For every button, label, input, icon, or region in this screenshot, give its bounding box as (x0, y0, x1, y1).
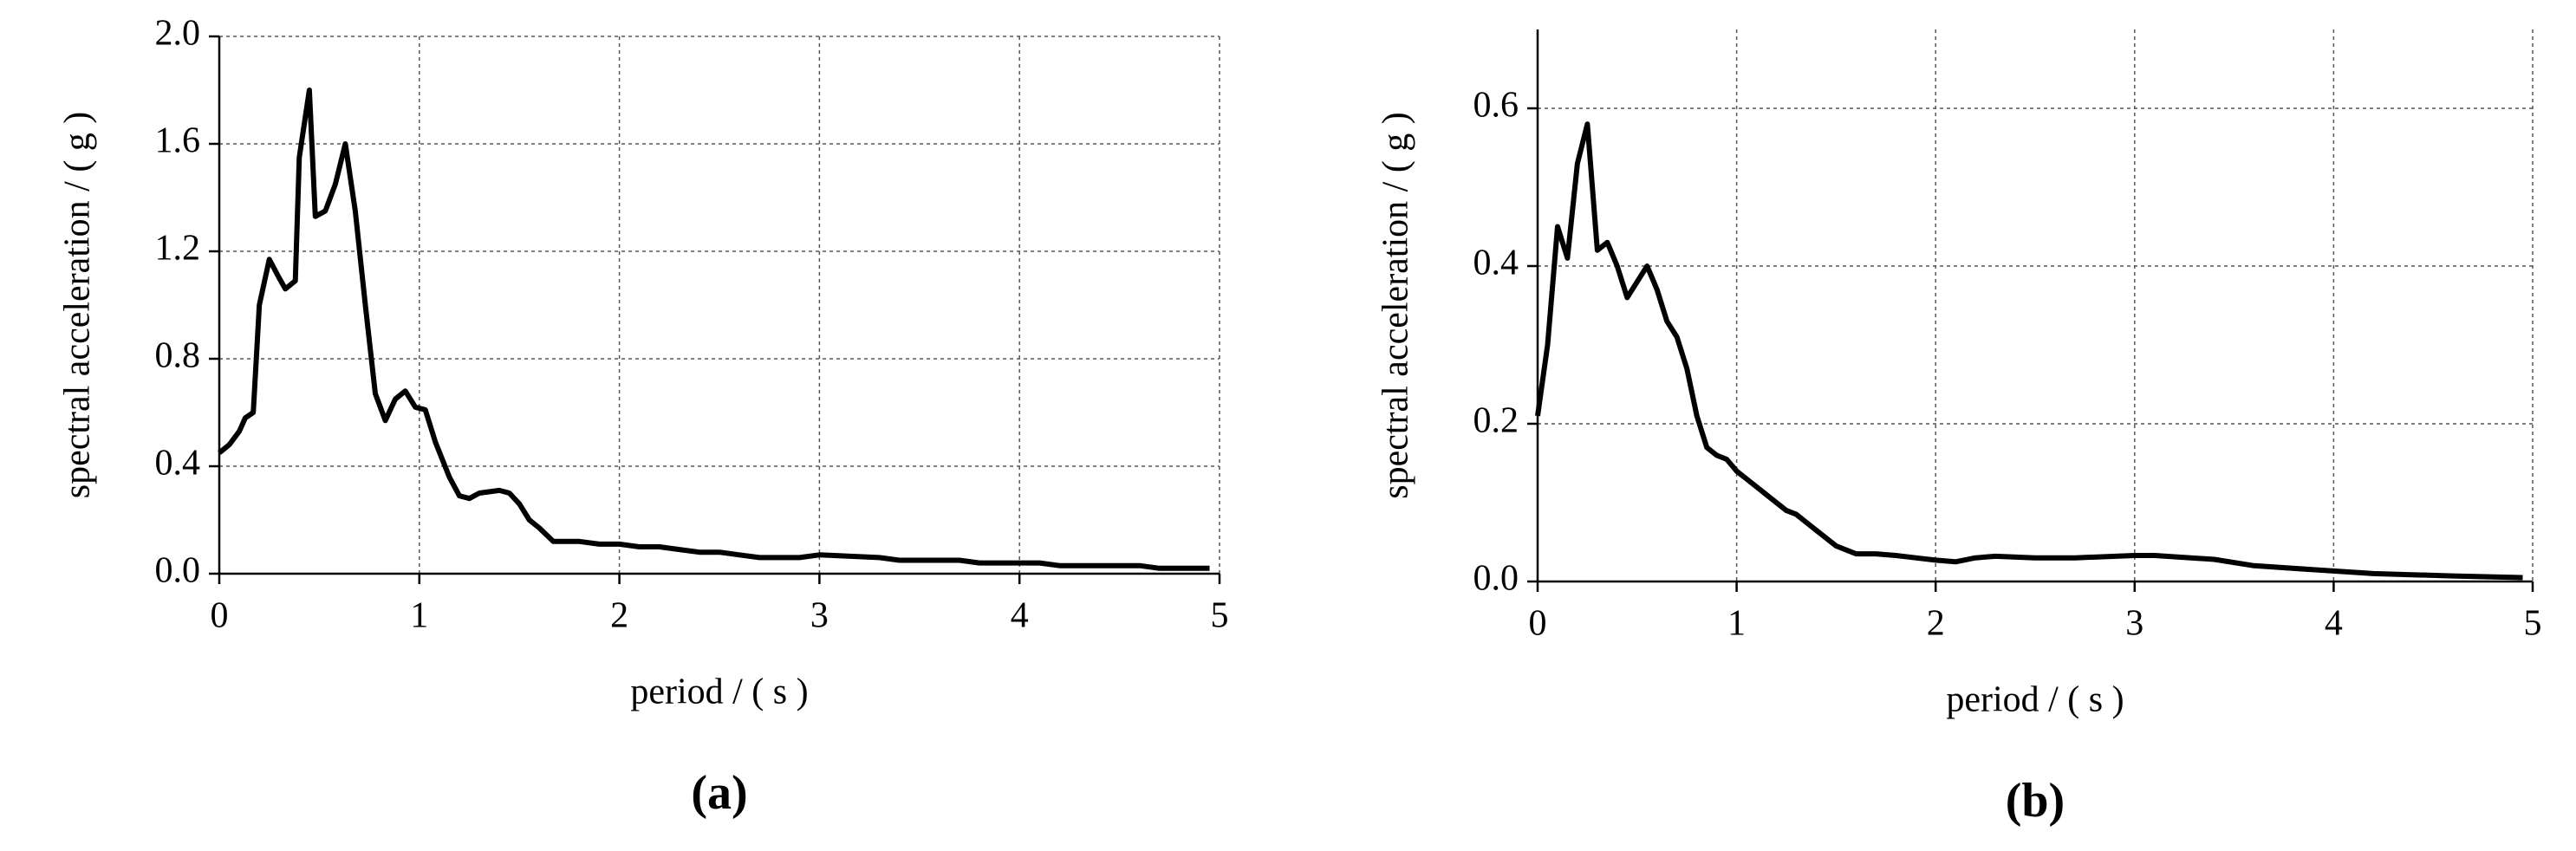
x-tick-label: 5 (1211, 596, 1229, 636)
y-tick-label: 0.2 (1473, 401, 1519, 441)
x-axis-label: period / ( s ) (630, 672, 808, 712)
y-tick-label: 2.0 (155, 14, 201, 54)
y-tick-label: 0.4 (155, 444, 201, 484)
x-tick-label: 1 (410, 596, 428, 636)
x-tick-label: 4 (1011, 596, 1029, 636)
x-tick-label: 2 (610, 596, 628, 636)
panel-label: (a) (691, 766, 747, 820)
x-tick-label: 5 (2524, 604, 2542, 644)
data-line (1535, 121, 2523, 581)
y-tick-label: 1.2 (155, 229, 201, 269)
panel-label: (b) (2006, 774, 2065, 828)
y-tick-label: 0.0 (1473, 559, 1519, 599)
x-tick-label: 2 (1927, 604, 1945, 644)
y-tick-label: 0.0 (155, 551, 201, 591)
y-tick-label: 1.6 (155, 121, 201, 161)
x-tick-label: 4 (2325, 604, 2343, 644)
x-tick-label: 0 (1529, 604, 1547, 644)
y-tick-label: 0.4 (1473, 244, 1519, 283)
y-axis-label: spectral acceleration / ( g ) (58, 112, 98, 499)
y-axis-label: spectral acceleration / ( g ) (1376, 112, 1416, 499)
y-tick-label: 0.8 (155, 336, 201, 376)
x-tick-label: 3 (810, 596, 829, 636)
x-tick-label: 1 (1727, 604, 1746, 644)
y-tick-label: 0.6 (1473, 86, 1519, 126)
x-tick-label: 3 (2125, 604, 2143, 644)
x-axis-label: period / ( s ) (1946, 680, 2124, 720)
data-line (218, 88, 1210, 571)
x-tick-label: 0 (211, 596, 229, 636)
